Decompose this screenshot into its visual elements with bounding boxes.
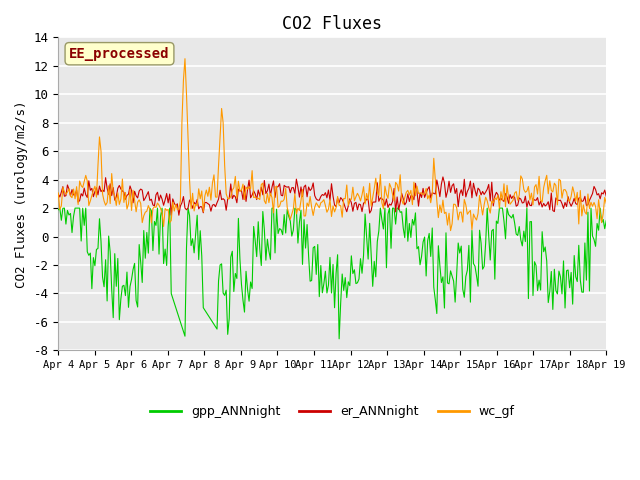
gpp_ANNnight xyxy=(237,281,245,287)
er_ANNnight xyxy=(602,193,610,199)
Title: CO2 Fluxes: CO2 Fluxes xyxy=(282,15,382,33)
wc_gf xyxy=(220,120,227,126)
gpp_ANNnight xyxy=(247,279,255,285)
er_ANNnight xyxy=(296,194,303,200)
wc_gf xyxy=(247,186,255,192)
gpp_ANNnight xyxy=(54,207,62,213)
Line: gpp_ANNnight: gpp_ANNnight xyxy=(58,208,606,339)
er_ANNnight xyxy=(168,212,175,218)
Line: er_ANNnight: er_ANNnight xyxy=(58,177,606,215)
gpp_ANNnight xyxy=(575,242,582,248)
wc_gf xyxy=(237,187,245,193)
er_ANNnight xyxy=(122,196,129,202)
er_ANNnight xyxy=(247,195,255,201)
wc_gf xyxy=(181,56,189,61)
Y-axis label: CO2 Fluxes (urology/m2/s): CO2 Fluxes (urology/m2/s) xyxy=(15,100,28,288)
er_ANNnight xyxy=(54,191,62,197)
er_ANNnight xyxy=(220,196,227,202)
er_ANNnight xyxy=(575,195,582,201)
wc_gf xyxy=(447,228,454,233)
gpp_ANNnight xyxy=(335,336,343,342)
gpp_ANNnight xyxy=(296,219,303,225)
gpp_ANNnight xyxy=(56,205,63,211)
wc_gf xyxy=(296,208,303,214)
wc_gf xyxy=(602,201,610,206)
gpp_ANNnight xyxy=(220,290,227,296)
gpp_ANNnight xyxy=(123,269,131,275)
wc_gf xyxy=(122,190,129,195)
wc_gf xyxy=(54,190,62,196)
gpp_ANNnight xyxy=(602,218,610,224)
wc_gf xyxy=(575,221,582,227)
er_ANNnight xyxy=(439,174,447,180)
Text: EE_processed: EE_processed xyxy=(69,47,170,61)
Line: wc_gf: wc_gf xyxy=(58,59,606,230)
er_ANNnight xyxy=(237,187,245,193)
Legend: gpp_ANNnight, er_ANNnight, wc_gf: gpp_ANNnight, er_ANNnight, wc_gf xyxy=(145,400,520,423)
